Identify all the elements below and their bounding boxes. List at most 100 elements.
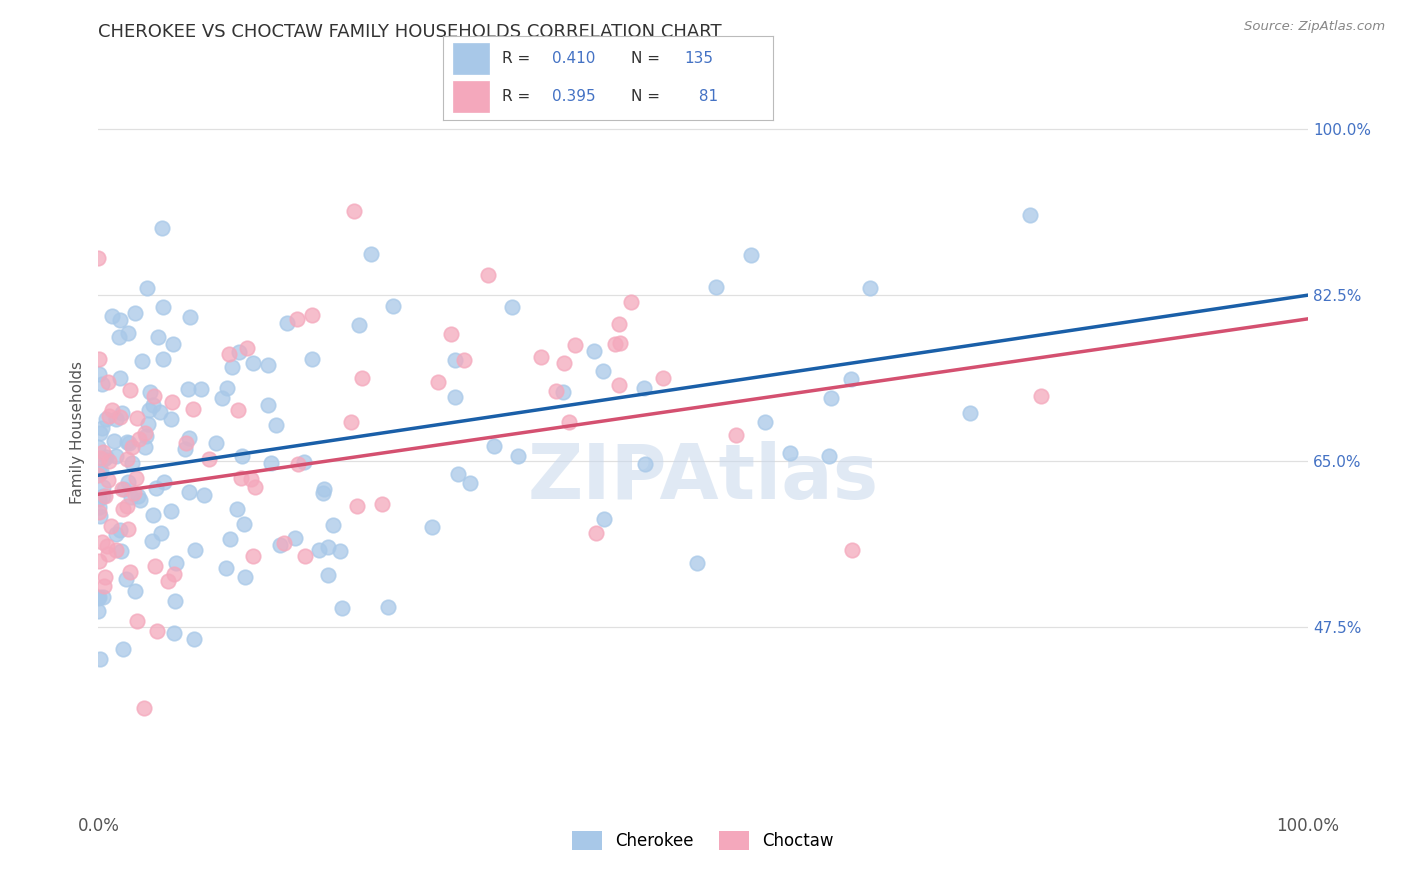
Point [146,624,169,638]
Point [340,416,363,430]
Point [184,543,207,558]
FancyBboxPatch shape [453,81,489,112]
Y-axis label: Family Households: Family Households [69,361,84,504]
Point [221,359,243,374]
Point [121,440,143,454]
Point [382,299,405,313]
Point [294,549,316,563]
Point [318,541,340,555]
Point [685,556,707,570]
Point [1018,208,1040,222]
Point [105,543,128,558]
Point [301,308,323,322]
Point [592,364,614,378]
Point [91,590,114,604]
Point [124,471,146,485]
Point [226,402,249,417]
Point [139,384,162,399]
Point [91,376,114,391]
Point [754,415,776,429]
Point [132,701,155,715]
Point [779,446,801,460]
Point [219,532,242,546]
Point [211,391,233,405]
Point [150,526,173,541]
Point [817,449,839,463]
Point [553,356,575,370]
Point [506,450,529,464]
Point [117,326,139,341]
Point [585,525,607,540]
Point [352,371,374,385]
Point [312,482,335,496]
Point [183,632,205,646]
Point [634,457,657,471]
Point [583,344,606,359]
Text: N =: N = [631,51,665,66]
Point [118,565,141,579]
Point [117,451,139,466]
Point [97,453,120,467]
Point [145,481,167,495]
Point [128,432,150,446]
Point [225,501,247,516]
Point [87,590,110,604]
Point [87,367,110,381]
Text: R =: R = [502,51,536,66]
Point [269,538,291,552]
Point [146,330,169,344]
Point [346,499,368,513]
Point [87,252,110,266]
Point [285,312,308,326]
Point [1031,389,1053,403]
Point [89,506,111,520]
Point [160,395,183,409]
Point [143,389,166,403]
Point [96,539,118,553]
Text: 135: 135 [685,51,713,66]
Point [458,476,481,491]
Point [179,485,201,500]
Point [177,431,200,445]
Point [839,372,862,386]
Point [124,306,146,320]
Point [242,355,264,369]
Point [87,467,110,482]
Point [127,489,149,503]
Point [135,429,157,443]
Point [143,559,166,574]
Text: ZIPAtlas: ZIPAtlas [527,442,879,515]
Point [135,281,157,295]
Point [447,467,470,482]
Point [477,268,499,282]
Point [179,310,201,325]
Point [111,406,134,420]
Point [152,351,174,366]
Point [190,383,212,397]
Point [87,554,110,568]
Text: 81: 81 [695,89,718,103]
Point [607,317,630,331]
Point [181,401,204,416]
Point [142,398,165,412]
Point [377,599,399,614]
Point [89,451,111,466]
Point [115,435,138,450]
Point [103,434,125,448]
Point [231,449,253,463]
Point [530,350,553,364]
Point [163,625,186,640]
Point [609,335,631,350]
Point [330,600,353,615]
Text: 0.395: 0.395 [553,89,596,103]
Point [94,489,117,503]
Point [114,482,136,496]
Point [704,279,727,293]
Point [174,435,197,450]
Point [607,378,630,392]
Point [142,508,165,523]
Point [360,247,382,261]
Point [266,417,288,432]
Point [108,524,131,538]
Point [90,535,112,549]
